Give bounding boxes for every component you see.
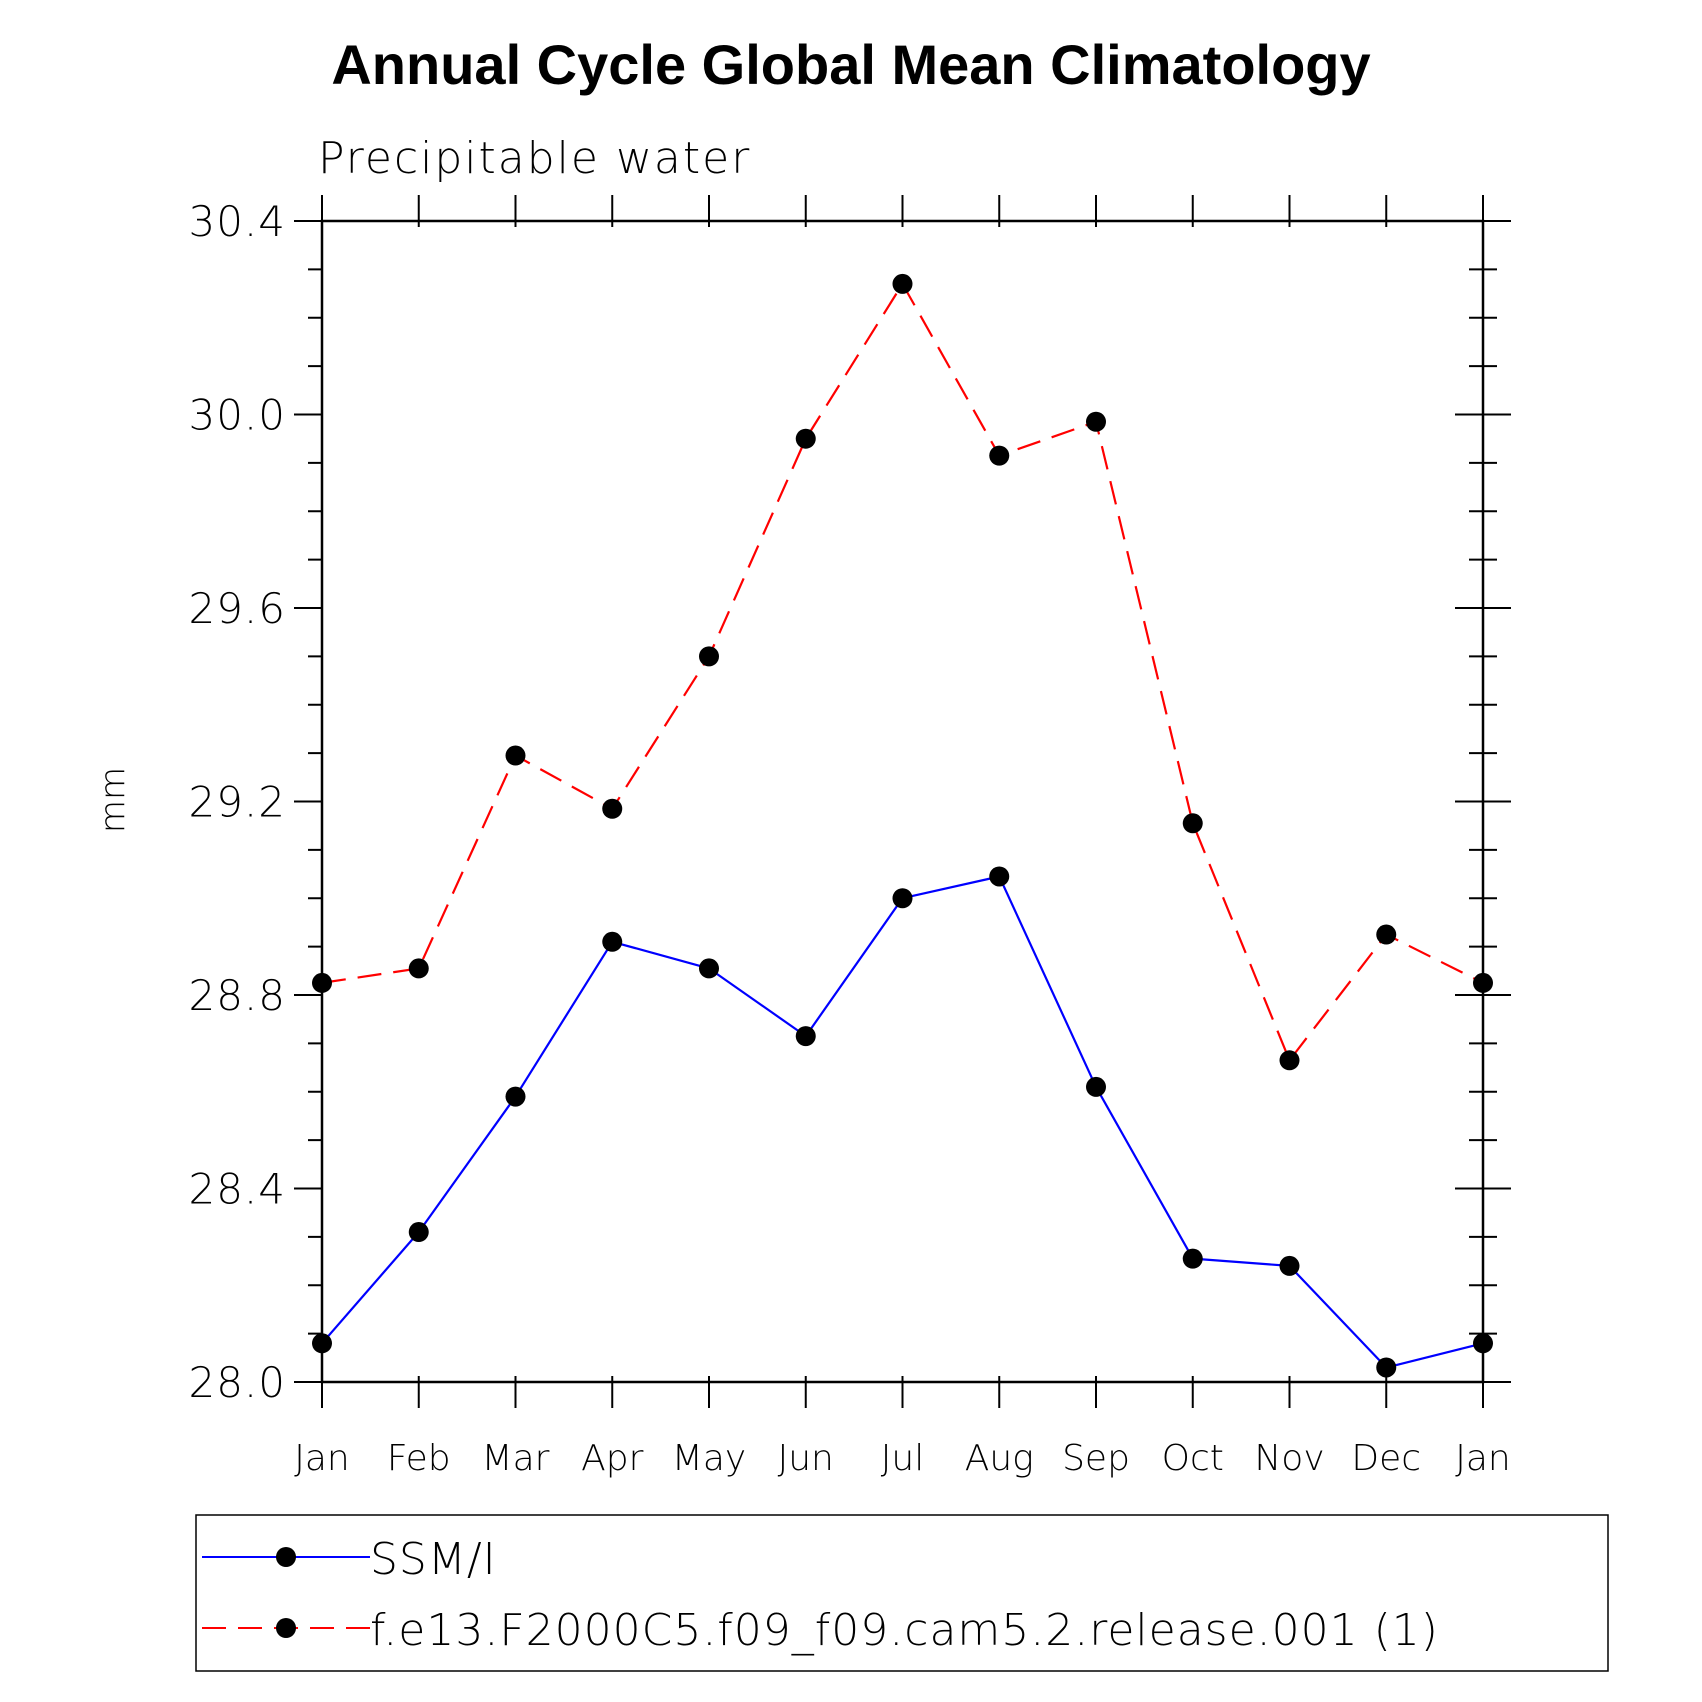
series-0-point [795, 1026, 816, 1047]
series-markers [312, 273, 1493, 1378]
y-tick-label: 30.0 [188, 391, 286, 440]
x-tick-label: Jan [294, 1438, 350, 1479]
series-1-point [505, 745, 526, 766]
x-tick-label: Mar [482, 1438, 550, 1479]
series-line-1 [321, 282, 1484, 1062]
chart-title: Annual Cycle Global Mean Climatology [331, 33, 1370, 96]
legend-label-model: f.e13.F2000C5.f09_f09.cam5.2.release.001… [370, 1605, 1439, 1656]
x-tick-label: Jul [881, 1438, 924, 1479]
series-0-point [699, 958, 719, 979]
y-tick-label: 30.4 [188, 197, 286, 246]
series-1-point [795, 428, 816, 449]
x-tick-label: Oct [1162, 1438, 1224, 1479]
y-tick-label: 28.4 [188, 1165, 286, 1214]
series-1-point [1182, 813, 1203, 834]
chart-subtitle: Precipitable water [318, 133, 751, 184]
x-tick-label: Sep [1062, 1438, 1130, 1479]
axis-ticks [294, 195, 1511, 1408]
x-tick-label: Dec [1351, 1438, 1421, 1479]
legend-marker-ssmi [276, 1547, 296, 1567]
x-tick-label: Aug [965, 1438, 1034, 1479]
series-1-point [892, 273, 913, 294]
series-0-point [892, 888, 913, 909]
series-0-point [1182, 1248, 1203, 1269]
series-0-point [505, 1086, 526, 1107]
series-0-point [1279, 1255, 1300, 1276]
series-0-point [1086, 1076, 1106, 1097]
series-1-point [699, 646, 719, 667]
legend: SSM/I f.e13.F2000C5.f09_f09.cam5.2.relea… [195, 1514, 1609, 1672]
x-tick-label: May [672, 1438, 746, 1479]
y-tick-labels: 28.0 28.4 28.8 29.2 29.6 30.0 30.4 [188, 197, 286, 1407]
y-tick-label: 28.8 [188, 971, 286, 1020]
series-line-0 [321, 875, 1484, 1369]
series-1-point [408, 958, 429, 979]
y-tick-label: 29.6 [188, 584, 286, 633]
y-axis-label: mm [93, 767, 133, 833]
series-1-point [602, 798, 623, 819]
y-tick-label: 28.0 [188, 1358, 286, 1407]
series-lines [321, 282, 1484, 1369]
series-0-point [989, 866, 1010, 887]
series-1-point [1376, 924, 1397, 945]
series-1-point [1086, 411, 1106, 432]
x-tick-label: Jun [778, 1438, 834, 1479]
x-tick-labels: Jan Feb Mar Apr May Jun Jul Aug Sep Oct Nov Dec Jan [294, 1438, 1511, 1479]
legend-label-ssmi: SSM/I [370, 1534, 497, 1585]
series-1-point [989, 445, 1010, 466]
series-0-point [1376, 1357, 1397, 1378]
legend-box [195, 1514, 1609, 1672]
series-0-point [602, 931, 623, 952]
y-tick-label: 29.2 [188, 778, 286, 827]
series-0-point [408, 1222, 429, 1243]
x-tick-label: Feb [387, 1438, 451, 1479]
plot-frame [320, 219, 1485, 1384]
x-tick-label: Nov [1254, 1438, 1324, 1479]
legend-marker-model [276, 1618, 296, 1638]
series-1-point [1279, 1050, 1300, 1071]
x-tick-label: Jan [1455, 1438, 1511, 1479]
x-tick-label: Apr [581, 1438, 643, 1479]
